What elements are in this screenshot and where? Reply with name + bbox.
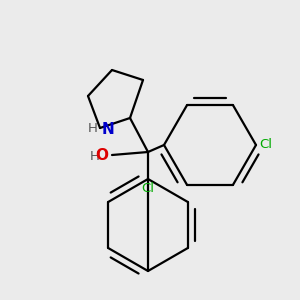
Text: Cl: Cl xyxy=(259,139,272,152)
Text: H: H xyxy=(88,122,98,136)
Text: H: H xyxy=(90,149,100,163)
Text: Cl: Cl xyxy=(142,182,154,195)
Text: N: N xyxy=(102,122,115,136)
Text: O: O xyxy=(95,148,108,164)
